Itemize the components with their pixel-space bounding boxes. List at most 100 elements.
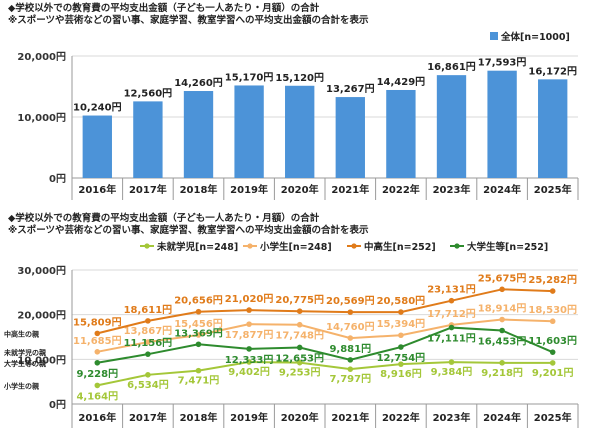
bar-value-label: 17,593円 xyxy=(478,57,527,69)
data-label: 20,580円 xyxy=(377,295,426,307)
data-point xyxy=(145,372,151,378)
series-line xyxy=(97,318,553,353)
data-label: 21,020円 xyxy=(225,293,274,305)
bar xyxy=(487,70,517,178)
data-label: 16,453円 xyxy=(478,336,527,348)
data-label: 12,754円 xyxy=(377,352,426,364)
data-label: 8,916円 xyxy=(380,368,422,380)
bar xyxy=(538,79,568,178)
data-point xyxy=(195,367,202,374)
data-point xyxy=(296,321,303,328)
data-label: 12,653円 xyxy=(275,352,324,364)
data-label: 17,748円 xyxy=(275,330,324,342)
bar xyxy=(234,85,264,178)
x-tick-label: 2021年 xyxy=(331,411,369,424)
data-label: 11,685円 xyxy=(73,335,122,347)
legend-marker xyxy=(351,243,357,249)
data-point xyxy=(246,307,252,313)
y-tick-label: 0円 xyxy=(49,173,66,185)
x-tick-label: 2020年 xyxy=(281,411,319,424)
data-label: 20,656円 xyxy=(174,295,223,307)
data-point xyxy=(145,339,151,345)
legend-label: 小学生[n=248] xyxy=(259,241,332,253)
data-point xyxy=(549,318,556,325)
data-point xyxy=(549,349,556,355)
legend-marker xyxy=(247,243,253,249)
data-point xyxy=(448,324,455,331)
y-tick-label: 10,000円 xyxy=(17,354,66,366)
chart1-title: ◆学校以外での教育費の平均支出金額（子ども一人あたり・月額）の合計 xyxy=(8,3,320,14)
data-point xyxy=(549,360,556,366)
legend-label: 中高生[n=252] xyxy=(364,241,436,253)
x-tick-label: 2016年 xyxy=(78,183,116,196)
bar-value-label: 16,172円 xyxy=(528,65,577,77)
bar xyxy=(183,91,214,178)
data-point xyxy=(195,341,202,348)
data-point xyxy=(195,308,202,315)
bar-value-label: 15,170円 xyxy=(225,71,274,83)
x-tick-label: 2023年 xyxy=(433,411,471,424)
chart2-subtitle: ※スポーツや芸術などの習い事、家庭学習、教室学習への平均支出金額の合計を表示 xyxy=(8,225,369,236)
data-point xyxy=(448,297,455,304)
x-tick-label: 2024年 xyxy=(483,183,521,196)
bar xyxy=(82,115,112,178)
data-point xyxy=(94,330,101,337)
data-point xyxy=(195,332,202,338)
y-tick-label: 0円 xyxy=(49,399,66,411)
data-label: 9,384円 xyxy=(431,366,473,378)
data-label: 6,534円 xyxy=(127,379,169,391)
x-tick-label: 2019年 xyxy=(230,183,268,196)
data-label: 18,611円 xyxy=(124,304,173,316)
data-point xyxy=(94,382,101,389)
data-point xyxy=(347,366,354,372)
bar xyxy=(285,85,315,178)
data-label: 17,877円 xyxy=(225,329,274,341)
data-point xyxy=(94,359,101,366)
series-line xyxy=(97,288,553,335)
bar xyxy=(386,89,416,178)
x-tick-label: 2023年 xyxy=(433,183,471,196)
data-label: 7,471円 xyxy=(178,375,220,387)
legend-swatch xyxy=(490,32,498,40)
y-tick-label: 10,000円 xyxy=(17,112,66,124)
data-point xyxy=(246,359,252,365)
x-tick-label: 2022年 xyxy=(382,183,420,196)
x-tick-label: 2024年 xyxy=(483,411,521,424)
bar xyxy=(133,101,163,178)
x-tick-label: 2018年 xyxy=(180,183,218,196)
x-tick-label: 2025年 xyxy=(534,183,572,196)
legend-label: 未就学児[n=248] xyxy=(156,241,238,253)
series-line xyxy=(97,326,554,364)
data-point xyxy=(499,316,505,323)
x-tick-label: 2017年 xyxy=(129,183,167,196)
data-label: 14,760円 xyxy=(326,321,375,333)
data-label: 25,675円 xyxy=(478,272,527,284)
x-tick-label: 2021年 xyxy=(331,183,369,196)
data-point xyxy=(296,308,303,315)
y-tick-label: 20,000円 xyxy=(17,51,66,63)
bar-value-label: 13,267円 xyxy=(326,83,375,95)
data-point xyxy=(499,327,505,334)
chart2-title: ◆学校以外での教育費の平均支出金額（子ども一人あたり・月額）の合計 xyxy=(8,213,320,224)
data-label: 9,402円 xyxy=(228,366,270,378)
series-row-label: 小学生の親 xyxy=(3,381,39,390)
series-line xyxy=(97,361,553,387)
legend-label: 全体[n=1000] xyxy=(500,31,570,43)
data-point xyxy=(499,286,505,293)
data-label: 18,914円 xyxy=(478,303,527,315)
data-label: 25,282円 xyxy=(528,274,577,286)
data-point xyxy=(246,321,252,327)
series-row-label: 大学生等の親 xyxy=(4,359,46,368)
data-point xyxy=(246,346,252,352)
bar-value-label: 16,861円 xyxy=(427,61,476,73)
data-label: 17,111円 xyxy=(427,333,476,345)
bar xyxy=(436,75,467,178)
data-label: 17,712円 xyxy=(427,308,476,320)
data-point xyxy=(398,361,404,367)
bar-value-label: 14,260円 xyxy=(174,77,223,89)
data-point xyxy=(398,344,404,350)
data-label: 7,797円 xyxy=(329,373,371,385)
data-label: 9,201円 xyxy=(532,367,574,379)
data-point xyxy=(398,309,404,315)
